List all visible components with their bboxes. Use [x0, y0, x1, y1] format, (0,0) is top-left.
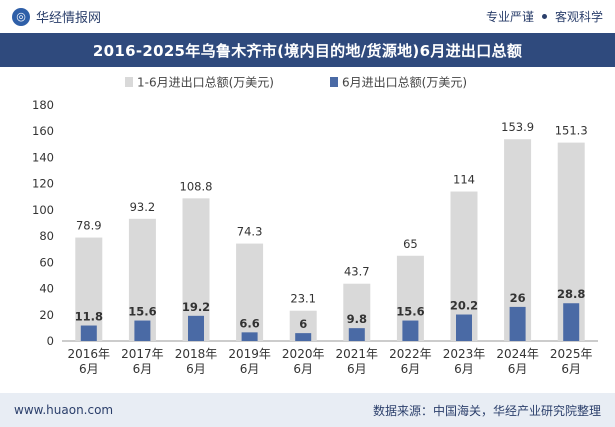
bar-total — [75, 237, 103, 341]
tag-professional: 专业严谨 — [485, 10, 534, 24]
x-tick-label-line: 6月 — [293, 362, 313, 376]
x-tick-label-line: 6月 — [79, 362, 99, 376]
x-tick-label: 2022年 6月 — [389, 347, 432, 376]
data-label-june: 20.2 — [450, 299, 478, 313]
bar-june — [402, 320, 419, 341]
bar-june — [241, 332, 258, 341]
data-label-june: 6.6 — [239, 316, 259, 330]
brand-name: 华经情报网 — [36, 11, 102, 26]
tag-objective: 客观科学 — [554, 10, 603, 24]
chart-title: 2016-2025年乌鲁木齐市(境内目的地/货源地)6月进出口总额 — [92, 41, 523, 60]
legend-swatch-0 — [125, 77, 133, 87]
brand-tags: 专业严谨 客观科学 — [486, 8, 603, 25]
data-label-june: 15.6 — [396, 305, 424, 319]
x-tick-label-line: 6月 — [240, 362, 260, 376]
y-tick-label: 80 — [39, 229, 54, 243]
x-tick-label-line: 2025年 — [550, 347, 593, 361]
x-tick-label: 2020年 6月 — [282, 347, 325, 376]
x-tick-label: 2017年 6月 — [121, 347, 164, 376]
x-tick-label-line: 6月 — [401, 362, 421, 376]
x-tick-label: 2016年 6月 — [68, 347, 111, 376]
bar-june — [456, 314, 472, 341]
x-tick-label-line: 6月 — [186, 362, 206, 376]
brand: ◎ 华经情报网 — [12, 7, 101, 26]
separator-dot-icon — [541, 14, 547, 19]
data-label-total: 93.2 — [130, 200, 156, 214]
x-tick-label-line: 2019年 — [228, 347, 271, 361]
y-tick-label: 120 — [32, 177, 54, 191]
x-tick-label: 2019年 6月 — [228, 347, 271, 376]
x-tick-label: 2018年 6月 — [175, 347, 218, 376]
x-tick-label-line: 2022年 — [389, 347, 432, 361]
data-label-total: 78.9 — [76, 219, 102, 233]
y-tick-label: 180 — [32, 98, 54, 112]
y-tick-label: 40 — [39, 282, 54, 296]
bar-june — [563, 303, 580, 341]
data-label-june: 28.8 — [557, 287, 585, 301]
x-tick-label-line: 2021年 — [336, 347, 379, 361]
x-tick-label-line: 6月 — [508, 362, 528, 376]
x-tick-label-line: 2023年 — [443, 347, 486, 361]
data-label-june: 6 — [299, 317, 307, 331]
data-label-june: 19.2 — [182, 300, 210, 314]
chart-title-bar: 2016-2025年乌鲁木齐市(境内目的地/货源地)6月进出口总额 — [0, 33, 615, 67]
chart-legend: 1-6月进出口总额(万美元) 6月进出口总额(万美元) — [125, 76, 467, 90]
data-label-total: 74.3 — [237, 225, 263, 239]
bar-total — [236, 243, 264, 341]
legend-label-0: 1-6月进出口总额(万美元) — [137, 76, 274, 90]
data-label-june: 9.8 — [347, 312, 367, 326]
y-tick-label: 100 — [32, 203, 54, 217]
x-tick-label-line: 6月 — [561, 362, 581, 376]
data-label-total: 65 — [403, 237, 418, 251]
data-label-total: 153.9 — [501, 120, 534, 134]
x-tick-label: 2021年 6月 — [336, 347, 379, 376]
x-tick-label-line: 2016年 — [68, 347, 111, 361]
x-tick-label-line: 6月 — [347, 362, 367, 376]
legend-label-1: 6月进出口总额(万美元) — [342, 76, 467, 90]
bar-june — [348, 328, 365, 341]
x-tick-label-line: 6月 — [133, 362, 153, 376]
data-label-total: 23.1 — [290, 292, 316, 306]
x-tick-label: 2025年 6月 — [550, 347, 593, 376]
footer-url: www.huaon.com — [14, 403, 114, 417]
bar-june — [509, 306, 526, 341]
data-label-total: 114 — [453, 173, 475, 187]
x-tick-label: 2023年 6月 — [443, 347, 486, 376]
x-tick-label-line: 6月 — [454, 362, 474, 376]
top-bar: ◎ 华经情报网 专业严谨 客观科学 — [0, 0, 615, 33]
y-tick-label: 140 — [32, 150, 54, 164]
legend-swatch-1 — [330, 77, 338, 87]
x-tick-label: 2024年 6月 — [496, 347, 539, 376]
data-label-total: 43.7 — [344, 265, 370, 279]
footer-bar: www.huaon.com 数据来源：中国海关，华经产业研究院整理 — [0, 393, 615, 427]
data-label-june: 15.6 — [128, 305, 156, 319]
data-label-june: 11.8 — [75, 310, 103, 324]
y-tick-label: 160 — [32, 124, 54, 138]
x-tick-label-line: 2024年 — [496, 347, 539, 361]
x-tick-label-line: 2017年 — [121, 347, 164, 361]
bar-june — [295, 333, 312, 341]
y-tick-label: 60 — [39, 255, 54, 269]
y-tick-label: 0 — [47, 334, 54, 348]
x-tick-label-line: 2018年 — [175, 347, 218, 361]
y-tick-label: 20 — [39, 308, 54, 322]
bar-chart: 1-6月进出口总额(万美元) 6月进出口总额(万美元) 0 20 40 60 80 100 1… — [32, 76, 598, 376]
bar-june — [134, 320, 151, 341]
data-label-total: 151.3 — [555, 124, 588, 138]
x-tick-label-line: 2020年 — [282, 347, 325, 361]
footer-source: 数据来源：中国海关，华经产业研究院整理 — [372, 403, 601, 418]
bar-june — [80, 325, 97, 341]
brand-logo-icon: ◎ — [12, 7, 30, 26]
data-label-june: 26 — [510, 291, 526, 305]
bar-june — [188, 315, 204, 341]
data-label-total: 108.8 — [180, 179, 213, 193]
